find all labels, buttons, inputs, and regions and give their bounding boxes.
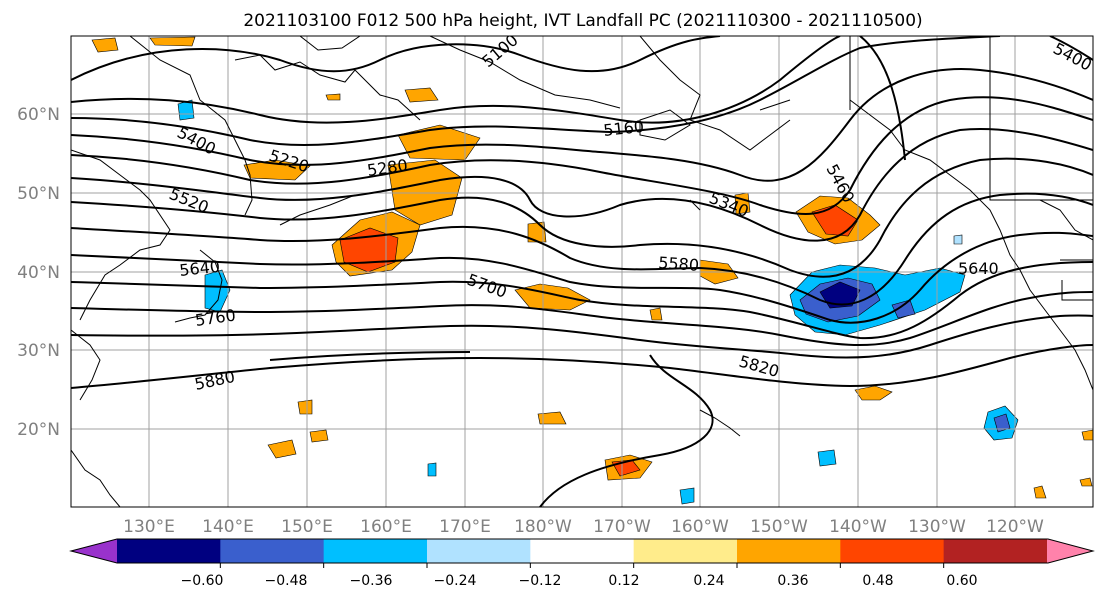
colorbar-tick-label: 0.12 (608, 573, 639, 589)
colorbar-tick-label: 0.24 (693, 573, 724, 589)
colorbar-tick-label: 0.36 (777, 573, 808, 589)
colorbar-extend-high (1047, 539, 1093, 563)
contour-label: 5640 (958, 259, 999, 278)
lat-label: 20°N (17, 420, 60, 440)
ivt-negative-shading (177, 99, 1019, 505)
lat-label: 30°N (17, 341, 60, 361)
colorbar-segment (117, 539, 221, 563)
colorbar-extend-low (71, 539, 117, 563)
contour-label: 5160 (602, 117, 644, 140)
colorbar-tick-label: −0.60 (181, 573, 224, 589)
colorbar-segment (220, 539, 325, 563)
map-panel: 5100 5400 5220 5280 5160 5520 5640 5760 … (71, 36, 1093, 507)
colorbar-segment (530, 539, 635, 563)
colorbar-ticks (219, 563, 945, 568)
colorbar-tick-label: −0.24 (434, 573, 477, 589)
colorbar: −0.60 −0.48 −0.36 −0.24 −0.12 0.12 0.24 … (69, 538, 1095, 589)
lon-label: 130°W (908, 517, 966, 537)
map-frame (70, 35, 1094, 508)
lon-label: 160°E (360, 517, 412, 537)
colorbar-segment (323, 539, 428, 563)
lon-label: 130°E (123, 517, 175, 537)
colorbar-outline (69, 538, 1095, 564)
lon-label: 120°W (986, 517, 1044, 537)
contour-label: 5640 (178, 257, 220, 280)
colorbar-segment (943, 539, 1048, 563)
colorbar-segments (71, 539, 1093, 563)
lat-label: 40°N (17, 263, 60, 283)
lat-label: 60°N (17, 105, 60, 125)
lon-label: 140°E (202, 517, 254, 537)
lon-label: 140°W (829, 517, 887, 537)
longitude-labels: 130°E 140°E 150°E 160°E 170°E 180°W 170°… (123, 517, 1044, 537)
graticule (71, 36, 1093, 507)
contour-label: 5580 (658, 253, 700, 275)
latitude-labels: 60°N 50°N 40°N 30°N 20°N (17, 105, 60, 440)
lon-label: 170°W (593, 517, 651, 537)
map-title: 2021103100 F012 500 hPa height, IVT Land… (243, 11, 922, 31)
colorbar-segment (427, 539, 531, 563)
colorbar-tick-label: −0.36 (350, 573, 393, 589)
lat-label: 50°N (17, 184, 60, 204)
colorbar-segment (840, 539, 945, 563)
colorbar-tick-label: 0.48 (862, 573, 893, 589)
colorbar-tick-labels: −0.60 −0.48 −0.36 −0.24 −0.12 0.12 0.24 … (181, 573, 978, 589)
colorbar-tick-label: 0.60 (946, 573, 977, 589)
lon-label: 160°W (671, 517, 729, 537)
colorbar-segment (737, 539, 841, 563)
lon-label: 150°E (281, 517, 333, 537)
colorbar-tick-label: −0.12 (519, 573, 562, 589)
lon-label: 180°W (514, 517, 572, 537)
colorbar-tick-label: −0.48 (265, 573, 308, 589)
lon-label: 170°E (439, 517, 491, 537)
colorbar-segment (633, 539, 738, 563)
lon-label: 150°W (750, 517, 808, 537)
height-contours (71, 36, 1093, 507)
